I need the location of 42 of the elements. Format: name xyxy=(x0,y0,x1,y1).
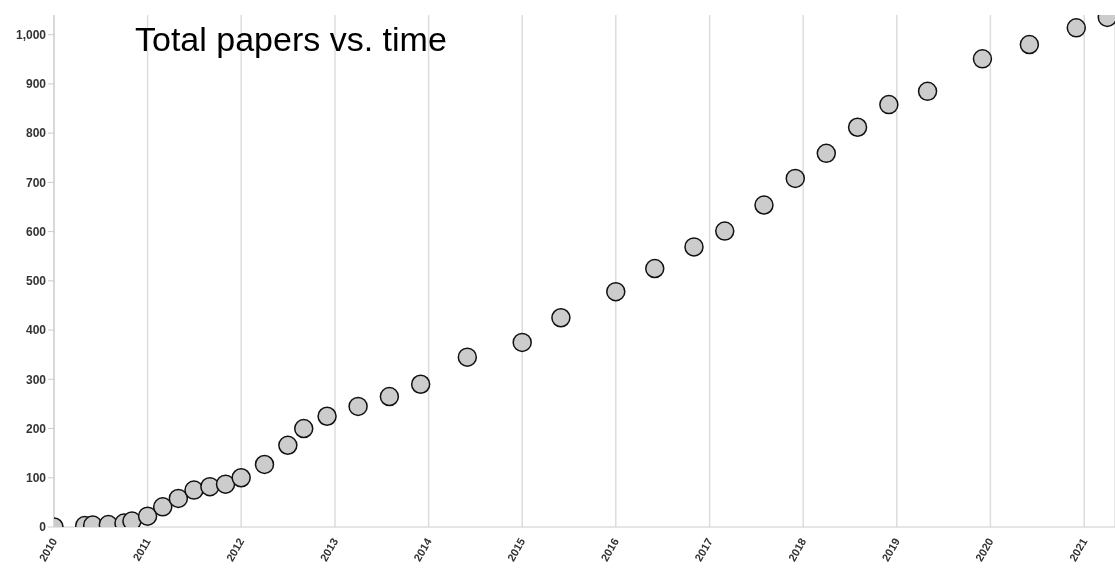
point xyxy=(348,396,368,417)
point xyxy=(379,386,400,407)
point xyxy=(606,281,626,302)
point xyxy=(254,454,275,475)
y-tick-label: 700 xyxy=(25,175,47,190)
point xyxy=(847,117,868,137)
point xyxy=(512,332,532,353)
point xyxy=(754,195,774,215)
point xyxy=(168,488,189,509)
point xyxy=(879,94,899,115)
point xyxy=(457,347,478,367)
y-tick-label: 600 xyxy=(25,224,47,239)
point xyxy=(684,237,704,257)
point xyxy=(137,506,158,526)
chart-title: Total papers vs. time xyxy=(135,20,447,59)
point xyxy=(184,480,204,500)
point xyxy=(645,258,665,279)
point xyxy=(1019,34,1040,55)
y-tick-label: 900 xyxy=(25,77,47,92)
y-tick-label: 800 xyxy=(25,126,47,141)
point xyxy=(317,406,337,426)
point xyxy=(551,308,571,328)
point xyxy=(293,418,314,439)
y-tick-label: 500 xyxy=(25,274,47,289)
point xyxy=(231,468,251,488)
y-tick-label: 300 xyxy=(25,372,47,387)
point xyxy=(917,81,938,102)
point xyxy=(972,49,993,69)
point xyxy=(152,497,173,517)
point xyxy=(215,474,236,494)
y-tick-label: 0 xyxy=(39,520,47,535)
y-tick-label: 100 xyxy=(25,471,47,486)
point xyxy=(278,435,298,456)
y-tick-label: 400 xyxy=(25,323,47,338)
point xyxy=(200,476,220,497)
point xyxy=(410,374,431,394)
point xyxy=(1066,18,1087,38)
point xyxy=(816,143,837,164)
y-tick-label: 200 xyxy=(25,421,47,436)
point xyxy=(715,221,735,241)
point xyxy=(785,168,806,189)
y-tick-label: 1,000 xyxy=(15,27,47,42)
